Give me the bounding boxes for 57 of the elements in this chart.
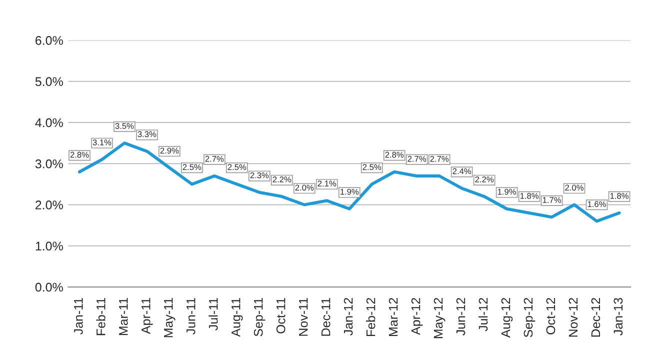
x-tick-label: Oct-12 <box>546 298 556 334</box>
data-label: 2.7% <box>408 156 426 162</box>
x-tick-label: Feb-11 <box>96 298 106 336</box>
data-label: 2.2% <box>272 176 292 182</box>
data-label: 1.9% <box>340 188 359 195</box>
data-label: 2.8% <box>70 152 89 158</box>
x-tick-label: Apr-12 <box>411 298 423 335</box>
data-label: 1.8% <box>520 192 538 199</box>
y-tick-label: 2.0% <box>36 200 63 210</box>
data-label: 2.0% <box>565 184 584 191</box>
x-tick-label: Aug-12 <box>501 298 513 338</box>
x-tick-label: Mar-12 <box>388 298 398 336</box>
x-tick-label: Jul-12 <box>478 298 488 332</box>
x-tick-label: Jul-11 <box>208 298 218 330</box>
data-label: 2.1% <box>318 180 336 186</box>
y-tick-label: 1.0% <box>36 242 63 251</box>
y-tick-label: 6.0% <box>36 36 63 45</box>
data-label: 2.4% <box>452 168 472 174</box>
data-label: 2.7% <box>205 156 224 162</box>
data-label: 1.8% <box>610 192 628 199</box>
data-label: 1.6% <box>588 201 606 208</box>
x-tick-label: Sep-11 <box>254 298 266 336</box>
data-label: 3.5% <box>115 123 134 129</box>
data-label: 1.7% <box>542 197 561 203</box>
data-label: 3.1% <box>92 139 112 146</box>
data-label: 2.7% <box>430 156 449 162</box>
x-tick-label: Jun-12 <box>456 298 466 336</box>
x-tick-label: Nov-11 <box>299 298 308 336</box>
y-tick-label: 4.0% <box>35 118 63 128</box>
x-tick-label: Jan-13 <box>614 298 623 336</box>
x-tick-label: May-11 <box>164 298 176 338</box>
data-label: 1.9% <box>498 188 516 195</box>
x-tick-label: May-12 <box>434 298 446 338</box>
data-label: 2.0% <box>295 184 314 191</box>
y-tick-label: 0.0% <box>35 282 63 292</box>
x-tick-label: Sep-12 <box>524 298 536 338</box>
data-label: 2.3% <box>250 172 269 178</box>
x-tick-label: Feb-12 <box>366 298 376 336</box>
x-tick-label: Dec-12 <box>591 298 600 337</box>
y-tick-label: 5.0% <box>35 77 63 86</box>
data-label: 2.9% <box>160 148 179 154</box>
data-label: 2.5% <box>182 164 202 170</box>
y-tick-label: 3.0% <box>35 159 63 168</box>
x-tick-label: Mar-11 <box>119 298 128 336</box>
data-label: 2.2% <box>475 176 494 182</box>
data-label: 2.8% <box>385 152 404 158</box>
x-tick-label: Jan-11 <box>74 298 83 335</box>
x-tick-label: Apr-11 <box>142 298 153 334</box>
x-tick-label: Nov-12 <box>568 298 578 337</box>
x-tick-label: Jun-11 <box>186 298 196 335</box>
x-tick-label: Jan-12 <box>344 298 353 336</box>
data-label: 3.3% <box>138 131 156 138</box>
data-label: 2.5% <box>362 164 382 170</box>
x-tick-label: Oct-11 <box>276 298 286 334</box>
x-tick-label: Dec-11 <box>322 298 330 336</box>
x-tick-label: Aug-11 <box>232 298 243 337</box>
data-label: 2.5% <box>228 164 246 170</box>
